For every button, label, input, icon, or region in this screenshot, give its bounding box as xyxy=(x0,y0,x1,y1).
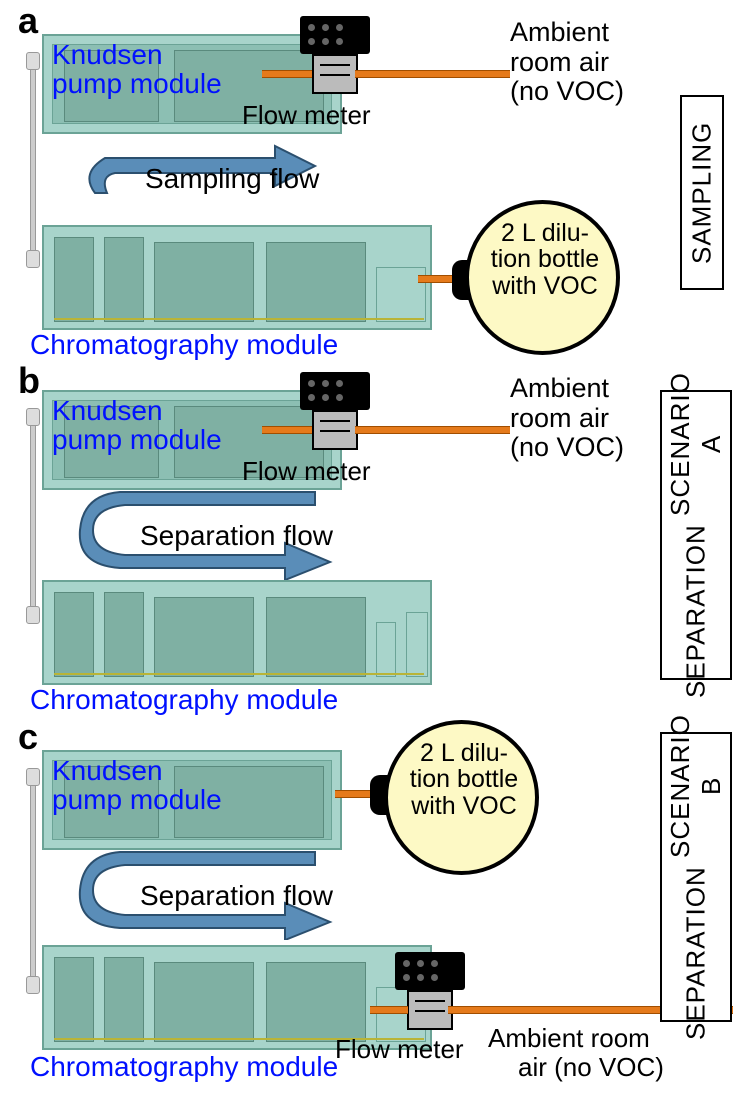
ambient-label: Ambient room air (no VOC) xyxy=(510,18,624,107)
chromatography-module xyxy=(42,225,432,330)
flow-meter-label: Flow meter xyxy=(335,1034,464,1065)
sampling-flow-label: Sampling flow xyxy=(145,163,319,195)
connector-tube xyxy=(30,416,36,616)
separation-a-tab: SEPARATION SCENARIO A xyxy=(660,390,732,680)
panel-c: c Knudsen pump module 2 L dilu- tion bot… xyxy=(0,720,750,1090)
panel-b: b Knudsen pump module Flow meter Ambient… xyxy=(0,370,750,700)
flow-meter-label: Flow meter xyxy=(242,456,371,487)
sampling-tab: SAMPLING xyxy=(680,95,724,290)
connector-cap-bottom xyxy=(26,250,40,268)
chromatography-module xyxy=(42,580,432,685)
flow-meter xyxy=(300,16,370,96)
panel-letter-b: b xyxy=(18,360,40,402)
connector-cap-bottom xyxy=(26,606,40,624)
bottle-text: 2 L dilu- tion bottle with VOC xyxy=(475,220,615,299)
tube-left xyxy=(262,70,312,78)
separation-flow-label: Separation flow xyxy=(140,880,333,912)
tube-left xyxy=(370,1006,408,1014)
chrom-label: Chromatography module xyxy=(30,330,338,359)
tube-right xyxy=(355,70,510,78)
connector-cap-top xyxy=(26,768,40,786)
knudsen-label: Knudsen pump module xyxy=(52,40,222,99)
connector-tube xyxy=(30,60,36,260)
connector-cap-top xyxy=(26,408,40,426)
flow-meter xyxy=(395,952,465,1032)
chrom-label: Chromatography module xyxy=(30,1052,338,1081)
bottle-text: 2 L dilu- tion bottle with VOC xyxy=(394,740,534,819)
connector-tube xyxy=(30,776,36,986)
knudsen-label: Knudsen pump module xyxy=(52,396,222,455)
knudsen-label: Knudsen pump module xyxy=(52,756,222,815)
tube-to-bottle xyxy=(335,790,375,798)
tube-left xyxy=(262,426,312,434)
separation-b-tab: SEPARATION SCENARIO B xyxy=(660,732,732,1022)
connector-cap-bottom xyxy=(26,976,40,994)
connector-cap-top xyxy=(26,52,40,70)
ambient-label: Ambient room air (no VOC) xyxy=(510,374,624,463)
flow-meter-label: Flow meter xyxy=(242,100,371,131)
panel-letter-a: a xyxy=(18,0,38,42)
chrom-label: Chromatography module xyxy=(30,685,338,714)
ambient-label: Ambient room air (no VOC) xyxy=(488,1024,664,1081)
flow-meter xyxy=(300,372,370,452)
panel-letter-c: c xyxy=(18,716,38,758)
separation-flow-label: Separation flow xyxy=(140,520,333,552)
panel-a: a Knudsen pump module Flow meter Ambient… xyxy=(0,0,750,360)
tube-right xyxy=(355,426,510,434)
